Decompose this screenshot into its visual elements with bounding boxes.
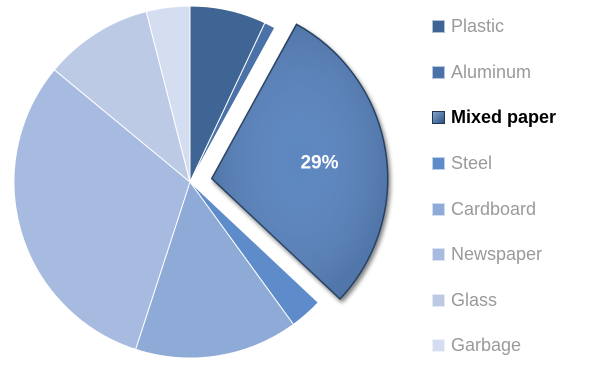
legend-item-garbage: Garbage [432, 323, 556, 369]
legend-label: Mixed paper [451, 107, 557, 128]
pie-slice-aluminum [189, 22, 276, 183]
legend-label: Steel [451, 153, 493, 174]
legend-label: Cardboard [451, 198, 537, 219]
legend-swatch [432, 20, 445, 34]
pie-slice-cardboard [134, 180, 295, 358]
legend-item-plastic: Plastic [432, 4, 556, 50]
legend-item-glass: Glass [432, 278, 556, 324]
legend-item-cardboard: Cardboard [432, 186, 556, 232]
legend-label: Garbage [451, 335, 522, 356]
pie-slice-newspaper [13, 69, 191, 351]
pie-slice-shading [211, 24, 388, 300]
legend-label: Newspaper [451, 244, 543, 265]
legend-item-newspaper: Newspaper [432, 232, 556, 278]
legend-swatch [432, 111, 445, 125]
legend-label: Aluminum [451, 61, 532, 82]
legend-label: Plastic [451, 16, 505, 37]
legend-swatch [432, 248, 445, 262]
legend-swatch [432, 65, 445, 79]
legend: Plastic Aluminum Mixed paper Steel Cardboard… [432, 4, 556, 369]
legend-swatch [432, 157, 445, 171]
legend-swatch [432, 293, 445, 307]
pie-slice-garbage [145, 5, 191, 183]
legend-item-steel: Steel [432, 141, 556, 187]
legend-swatch [432, 339, 445, 353]
data-label-mixed-paper: 29% [300, 152, 338, 173]
pie-slice-glass [53, 10, 191, 184]
pie-chart: 29% [13, 5, 389, 358]
legend-item-aluminum: Aluminum [432, 50, 556, 96]
legend-swatch [432, 202, 445, 216]
legend-item-mixed-paper: Mixed paper [432, 95, 556, 141]
legend-label: Glass [451, 289, 498, 310]
